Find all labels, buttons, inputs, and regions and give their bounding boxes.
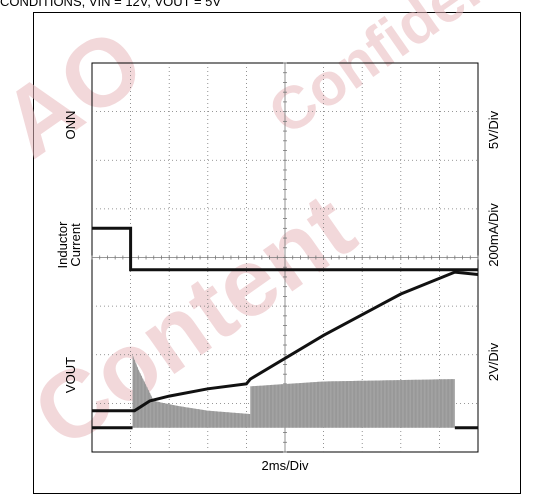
- figure-frame: [33, 12, 521, 494]
- channel-label-inductor-line2: Current: [68, 223, 83, 267]
- x-axis-label: 2ms/Div: [262, 458, 309, 473]
- channel-label-vout: VOUT: [63, 357, 78, 393]
- channel-label-inductor-line1: Inductor: [55, 221, 70, 269]
- figure-caption: CONDITIONS, VIN = 12V, VOUT = 5V: [0, 0, 222, 8]
- scale-label-vout: 2V/Div: [486, 342, 501, 381]
- trace-vout: [92, 270, 479, 413]
- scale-label-onn: 5V/Div: [486, 110, 501, 149]
- traces: [92, 226, 479, 430]
- labels: ONN Inductor Current VOUT 5V/Div 200mA/D…: [55, 110, 501, 473]
- scale-label-inductor: 200mA/Div: [486, 203, 501, 267]
- trace-inductor-burst: [250, 379, 455, 428]
- channel-label-onn: ONN: [63, 111, 78, 140]
- trace-onn: [92, 226, 478, 272]
- trace-inductor-burst: [132, 354, 251, 428]
- watermark-text-1: AO: [0, 8, 162, 178]
